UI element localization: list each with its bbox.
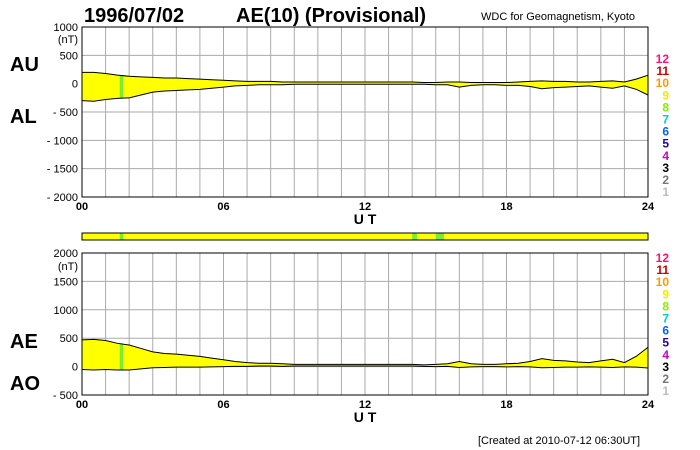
y-tick-label: 0: [72, 362, 78, 374]
activity-level-1: 1: [662, 185, 669, 199]
x-tick-label: 12: [359, 399, 371, 411]
activity-level-2: 2: [662, 372, 669, 386]
activity-level-10: 10: [656, 76, 670, 90]
series-fill-band: [82, 72, 648, 102]
x-tick-label: 24: [642, 399, 655, 411]
activity-level-8: 8: [662, 100, 669, 114]
x-tick-label: 06: [217, 399, 229, 411]
x-tick-label: 06: [217, 201, 229, 213]
chart-date: 1996/07/02: [84, 5, 184, 27]
activity-highlight-mark: [119, 343, 124, 371]
activity-bar-highlight: [435, 233, 445, 240]
activity-highlight-mark: [119, 75, 124, 99]
y-tick-label: - 1000: [47, 135, 78, 147]
activity-level-bar: [81, 232, 649, 241]
plot-frame: [81, 26, 649, 198]
y-tick-label: - 2000: [47, 192, 78, 204]
series-label-au: AU: [10, 54, 39, 76]
activity-level-3: 3: [662, 360, 669, 374]
activity-level-2: 2: [662, 173, 669, 187]
y-tick-label: 1000: [54, 305, 78, 317]
x-axis-label: U T: [354, 409, 377, 425]
y-tick-label: 500: [60, 333, 78, 345]
activity-level-11: 11: [656, 64, 669, 78]
y-tick-label: 2000: [54, 248, 78, 260]
series-label-ae: AE: [10, 331, 38, 353]
series-label-al: AL: [10, 106, 37, 128]
unit-label: (nT): [58, 34, 78, 46]
activity-level-12: 12: [656, 52, 670, 66]
activity-level-12: 12: [656, 251, 670, 265]
activity-level-5: 5: [662, 137, 669, 151]
activity-level-9: 9: [662, 287, 669, 301]
x-axis-label: U T: [354, 211, 377, 227]
activity-level-8: 8: [662, 299, 669, 313]
activity-level-6: 6: [662, 324, 669, 338]
x-tick-label: 00: [76, 201, 88, 213]
chart-source: WDC for Geomagnetism, Kyoto: [481, 11, 635, 23]
activity-level-5: 5: [662, 336, 669, 350]
unit-label: (nT): [58, 261, 78, 273]
activity-bar-highlight: [119, 233, 124, 240]
y-tick-label: - 500: [53, 390, 78, 402]
activity-level-4: 4: [662, 149, 669, 163]
y-tick-label: 1000: [54, 22, 78, 34]
series-line-au: [82, 71, 649, 84]
activity-level-10: 10: [656, 275, 670, 289]
activity-level-11: 11: [656, 263, 669, 277]
x-tick-label: 18: [500, 201, 512, 213]
created-timestamp: [Created at 2010-07-12 06:30UT]: [478, 435, 640, 447]
activity-level-6: 6: [662, 125, 669, 139]
x-tick-label: 00: [76, 399, 88, 411]
plot-frame: [81, 252, 649, 396]
activity-bar-frame: [81, 232, 649, 241]
x-tick-label: 18: [500, 399, 512, 411]
y-tick-label: 1500: [54, 276, 78, 288]
series-label-ao: AO: [10, 373, 40, 395]
series-fill-band: [82, 339, 648, 371]
activity-level-9: 9: [662, 88, 669, 102]
activity-level-1: 1: [662, 384, 669, 398]
series-line-ao: [81, 365, 649, 371]
y-tick-label: 500: [60, 50, 78, 62]
y-tick-label: - 500: [53, 107, 78, 119]
activity-level-7: 7: [662, 113, 669, 127]
y-tick-label: - 1500: [47, 164, 78, 176]
chart-title: AE(10) (Provisional): [236, 5, 426, 27]
activity-level-7: 7: [662, 312, 669, 326]
activity-level-3: 3: [662, 161, 669, 175]
x-tick-label: 24: [642, 201, 655, 213]
y-tick-label: 0: [72, 79, 78, 91]
activity-level-4: 4: [662, 348, 669, 362]
activity-bar-highlight: [412, 233, 417, 240]
x-tick-label: 12: [359, 201, 371, 213]
activity-bar-segment: [82, 233, 648, 240]
series-line-ae: [81, 338, 649, 366]
series-line-al: [81, 83, 649, 102]
